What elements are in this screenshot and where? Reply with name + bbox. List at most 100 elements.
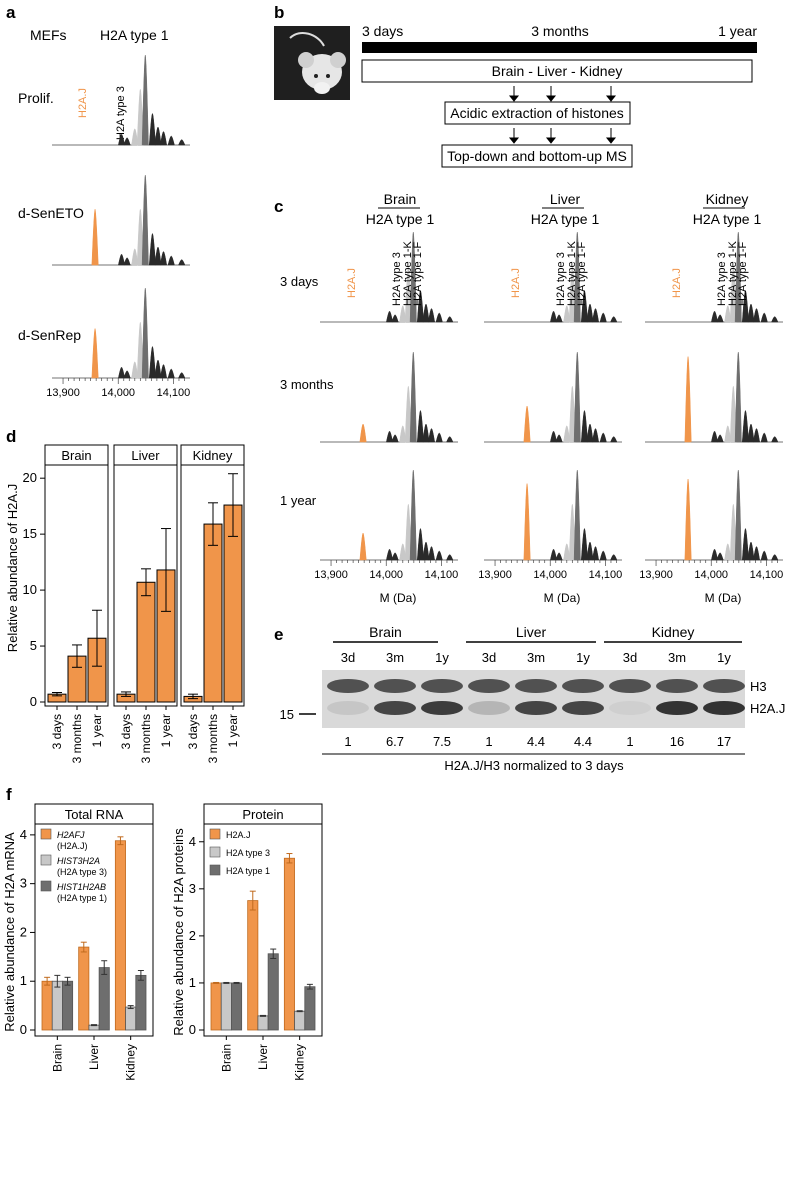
panel-e-h2aj-band — [609, 701, 651, 715]
mouse-tail-icon — [289, 31, 325, 47]
panel-f-left-legend-label: HIST1H2AB — [57, 882, 106, 892]
panel-e-footer: H2A.J/H3 normalized to 3 days — [444, 758, 624, 773]
panel-c-spectrum-2-2-peak — [580, 410, 588, 443]
panel-c-spectrum-2-1-peak — [428, 428, 435, 443]
panel-c-spectrum-1-3-peak — [734, 231, 742, 323]
panel-c-spectrum-2-3-peak — [711, 430, 719, 443]
panel-c-spectrum-1-1-peak — [386, 310, 394, 323]
panel-a-spectrum-2-peak — [160, 251, 167, 266]
panel-f-right-bar — [294, 1010, 306, 1031]
workflow-box-extraction-label: Acidic extraction of histones — [450, 105, 624, 121]
panel-a-spectrum-1-peak — [178, 139, 186, 146]
panel-c-spectrum-3-3-peak — [711, 548, 719, 561]
panel-a-spectrum-3-peak — [148, 346, 156, 379]
panel-e-h2aj-band — [703, 701, 745, 715]
mouse-eye-icon — [314, 74, 318, 78]
panel-e-h3-band — [327, 679, 369, 693]
panel-c-xlabel: M (Da) — [380, 591, 417, 605]
panel-f-left-legend-swatch — [40, 828, 52, 840]
panel-f-right-bar — [210, 982, 222, 1031]
panel-c-spectrum-1-2-peak — [599, 312, 607, 323]
panel-c-type1f-label: H2A type 1-F — [576, 242, 588, 306]
panel-c-subtitle-kidney: H2A type 1 — [693, 211, 762, 227]
panel-c-spectrum-2-2-peak — [523, 405, 531, 443]
panel-e-h2aj-band — [327, 701, 369, 715]
panel-f-left-bar — [51, 980, 63, 1031]
panel-a-spectrum-1-peak — [118, 133, 126, 146]
panel-e-tissue-label: Kidney — [652, 624, 695, 640]
panel-d-ytick-label: 15 — [23, 526, 37, 541]
panel-c-spectrum-3-2-peak — [592, 546, 599, 561]
panel-c-type1f-label: H2A type 1-F — [412, 242, 424, 306]
panel-c-spectrum-3-3-peak — [753, 546, 760, 561]
panel-a-spectrum-2-peak — [178, 259, 186, 266]
panel-f-left-xtick-label: Liver — [87, 1044, 101, 1070]
panel-c-type1k-label: H2A type 1-K — [566, 241, 578, 306]
panel-e-lane-label: 3d — [341, 650, 355, 665]
panel-c-spectrum-3-1-peak — [435, 550, 443, 561]
panel-a-spectra: 13,900 14,000 14,100 — [46, 54, 191, 399]
panel-c-spectrum-3-3-tick-label: 13,900 — [639, 569, 673, 581]
panel-a-spectrum-1-peak — [154, 126, 162, 146]
panel-e-tissue-label: Liver — [516, 624, 547, 640]
panel-e-ratio: 1 — [485, 734, 492, 749]
panel-f-right-ytick-label: 3 — [189, 881, 196, 896]
panel-d-bar — [203, 523, 223, 703]
panel-c-spectrum-1-2-peak — [573, 231, 581, 323]
panel-c-spectrum-3-1-tick-label: 14,000 — [369, 569, 403, 581]
panel-a-spectrum-3-tick-label: 14,100 — [157, 387, 191, 399]
panel-a-row-label-2: d-SenETO — [18, 205, 84, 221]
panel-f-left-legend-label: HIST3H2A — [57, 856, 100, 866]
timeline-label-3: 1 year — [718, 23, 757, 39]
panel-a-spectrum-2-peak — [154, 246, 162, 266]
panel-c-spectrum-1-2-peak — [592, 308, 599, 323]
panel-c-subtitle-brain: H2A type 1 — [366, 211, 435, 227]
panel-e-h3-band — [374, 679, 416, 693]
panel-a-spectrum-1-peak — [160, 131, 167, 146]
panel-f-left-legend-swatch — [40, 880, 52, 892]
panel-c-spectrum-3-1-peak — [416, 528, 424, 561]
panel-a-spectrum-1-peak — [141, 54, 149, 146]
panel-c-headers: Brain H2A type 1 Liver H2A type 1 Kidney… — [366, 191, 762, 227]
panel-c-spectrum-1-3-peak — [711, 310, 719, 323]
panel-f-right-legend-swatch — [209, 864, 221, 876]
panel-letter-c: c — [274, 197, 283, 216]
panel-c-spectrum-1-1-peak — [422, 303, 430, 323]
panel-f-left-xtick-label: Brain — [50, 1044, 64, 1072]
panel-f-left-bar — [62, 980, 74, 1031]
panel-d-xtick-label: 3 days — [119, 714, 133, 749]
panel-c-spectrum-3-1-peak — [409, 469, 417, 561]
panel-e-ratio: 4.4 — [527, 734, 545, 749]
panel-c-h2aj-label: H2A.J — [510, 268, 522, 298]
panel-a-spectrum-3-peak — [91, 328, 99, 379]
panel-f-left-ytick-label: 2 — [20, 924, 27, 939]
panel-c-spectrum-1-2-peak — [610, 316, 618, 323]
panel-c-spectrum-2-1-peak — [446, 436, 454, 443]
panel-c-spectrum-3-1-peak — [386, 548, 394, 561]
panel-c-spectrum-2-2-peak — [599, 432, 607, 443]
panel-a-h2aj-label: H2A.J — [77, 88, 89, 118]
workflow-arrows — [508, 86, 617, 144]
panel-e-h3-band — [468, 679, 510, 693]
panel-c-spectrum-2-3-peak — [734, 351, 742, 443]
panel-c-type1f-label: H2A type 1-F — [737, 242, 749, 306]
panel-c-subtitle-liver: H2A type 1 — [531, 211, 600, 227]
panel-f-right-title: Protein — [242, 807, 283, 822]
panel-e-marker-label: 15 — [280, 707, 294, 722]
panel-a-spectrum-3-peak — [154, 359, 162, 379]
panel-a-spectrum-3-peak — [167, 368, 175, 379]
panel-c-spectrum-2-3-peak — [753, 428, 760, 443]
panel-c-spectrum-1-3-peak — [771, 316, 779, 323]
panel-f-right-bar — [257, 1015, 269, 1031]
panel-a-row-label-3: d-SenRep — [18, 327, 81, 343]
panel-f-left-ylabel: Relative abundance of H2A mRNA — [2, 832, 17, 1032]
panel-c-spectrum-2-2-peak — [573, 351, 581, 443]
panel-c-type3-label: H2A type 3 — [716, 252, 728, 306]
panel-c-spectrum-2-3-peak — [760, 432, 768, 443]
panel-e-h3-band — [609, 679, 651, 693]
panel-e-h2aj-band — [468, 701, 510, 715]
panel-a-spectrum-2-peak — [148, 233, 156, 266]
panel-c-spectrum-1-2-peak — [586, 303, 594, 323]
panel-f-left-bar — [135, 974, 147, 1031]
panel-letter-a: a — [6, 3, 16, 22]
